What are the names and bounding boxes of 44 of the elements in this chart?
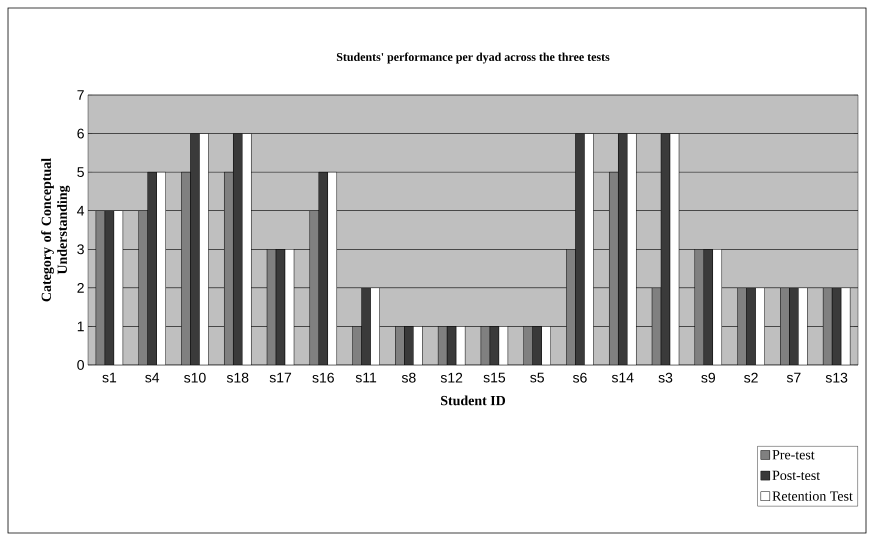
y-tick-label: 5	[77, 167, 84, 178]
x-tick-label: s9	[701, 372, 715, 383]
y-tick-label: 0	[77, 360, 84, 370]
legend-label: Retention Test	[772, 491, 853, 501]
bar	[138, 210, 148, 365]
x-tick-label: s4	[145, 372, 160, 382]
x-tick-label: s17	[270, 372, 292, 382]
bar	[224, 172, 234, 365]
bar	[96, 210, 106, 365]
bar	[438, 326, 448, 365]
bar	[310, 210, 320, 365]
legend-label: Pre-test	[772, 450, 815, 460]
x-tick-label: s12	[440, 372, 462, 383]
chart-title: Students' performance per dyad across the three tests	[336, 52, 610, 64]
y-tick-label: 1	[78, 322, 84, 332]
y-axis-title: Category of Conceptual Understanding	[41, 158, 70, 302]
x-tick-label: s8	[402, 372, 416, 383]
bar	[608, 172, 618, 365]
y-tick-label: 4	[77, 206, 84, 216]
x-tick-label: s18	[226, 372, 248, 383]
x-tick-label: s14	[612, 372, 634, 382]
legend-label: Post-test	[772, 470, 820, 480]
x-tick-label: s15	[484, 372, 506, 382]
x-tick-label: s6	[572, 372, 587, 383]
bar	[780, 288, 790, 365]
y-tick-label: 7	[77, 90, 84, 100]
y-tick-label: 6	[77, 128, 84, 139]
x-tick-label: s10	[184, 372, 206, 383]
x-tick-label: s13	[826, 372, 848, 383]
x-tick-label: s7	[786, 372, 801, 382]
x-tick-label: s5	[530, 372, 544, 382]
bar	[822, 288, 832, 365]
x-tick-label: s2	[744, 372, 758, 383]
x-tick-label: s11	[356, 372, 376, 382]
x-tick-label: s3	[658, 372, 672, 383]
bar	[694, 249, 704, 365]
x-tick-label: s16	[312, 372, 334, 383]
bar	[523, 326, 533, 365]
x-tick-label: s1	[102, 372, 116, 382]
x-axis-title: Student ID	[441, 395, 506, 406]
y-tick-label: 2	[77, 282, 84, 293]
bar	[480, 326, 490, 365]
bar	[395, 326, 405, 365]
y-tick-label: 3	[77, 244, 84, 254]
